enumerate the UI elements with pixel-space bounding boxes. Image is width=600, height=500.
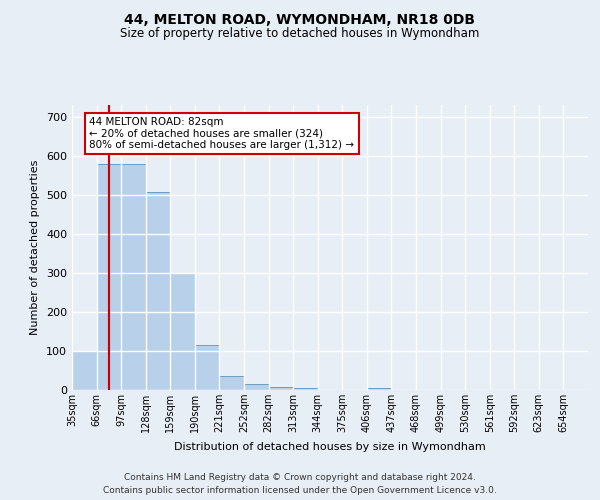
- Text: Distribution of detached houses by size in Wymondham: Distribution of detached houses by size …: [174, 442, 486, 452]
- Text: Contains HM Land Registry data © Crown copyright and database right 2024.: Contains HM Land Registry data © Crown c…: [124, 472, 476, 482]
- Bar: [244, 384, 269, 390]
- Bar: [170, 273, 195, 390]
- Bar: [72, 351, 97, 390]
- Text: Contains public sector information licensed under the Open Government Licence v3: Contains public sector information licen…: [103, 486, 497, 495]
- Bar: [367, 388, 391, 390]
- Text: Size of property relative to detached houses in Wymondham: Size of property relative to detached ho…: [121, 28, 479, 40]
- Bar: [293, 388, 318, 390]
- Bar: [121, 164, 146, 390]
- Y-axis label: Number of detached properties: Number of detached properties: [31, 160, 40, 335]
- Text: 44, MELTON ROAD, WYMONDHAM, NR18 0DB: 44, MELTON ROAD, WYMONDHAM, NR18 0DB: [125, 12, 476, 26]
- Bar: [269, 387, 293, 390]
- Bar: [195, 345, 220, 390]
- Bar: [146, 192, 170, 390]
- Bar: [97, 164, 121, 390]
- Text: 44 MELTON ROAD: 82sqm
← 20% of detached houses are smaller (324)
80% of semi-det: 44 MELTON ROAD: 82sqm ← 20% of detached …: [89, 116, 355, 150]
- Bar: [220, 376, 244, 390]
